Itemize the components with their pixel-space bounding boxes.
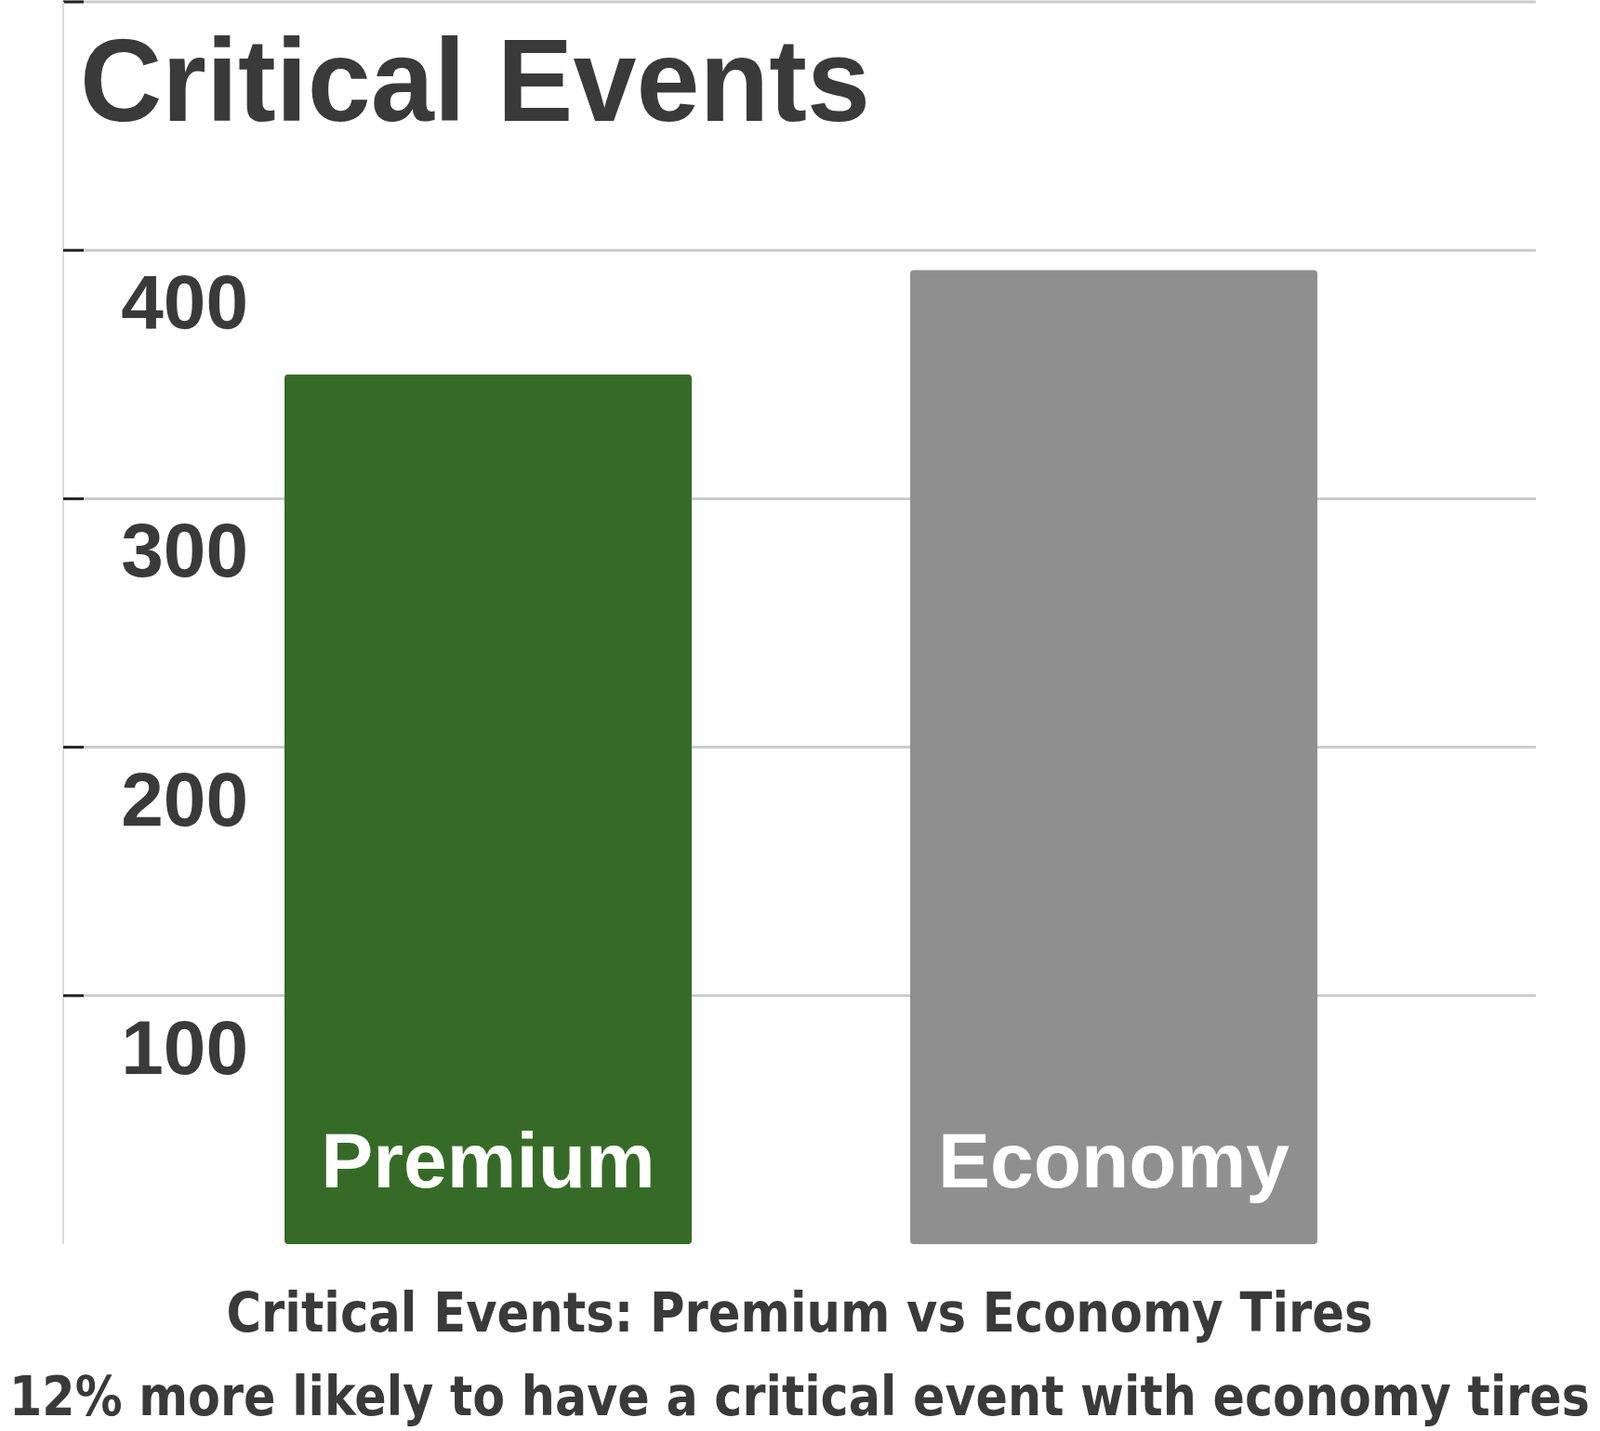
grid-line [83,249,1536,252]
frame-top-tick [63,0,84,4]
bar [910,270,1318,1244]
tick-mark [63,497,84,501]
bars [284,270,1318,1244]
tick-mark [63,993,84,997]
category-label: Premium [320,1116,655,1204]
category-label: Economy [938,1116,1290,1204]
title: Critical Events [79,14,871,146]
y-axis-line [62,1,65,1244]
chart-svg: 100 200 300 400 Premium Economy Critical Event… [0,0,1600,1431]
bar [284,374,692,1244]
annotation: 12% more likely to have a critical event… [9,1364,1590,1429]
tick-label: 100 [120,1004,249,1090]
tick-mark [63,249,84,252]
tick-mark [63,745,84,749]
subtitle: Critical Events: Premium vs Economy Tire… [226,1281,1374,1345]
tick-label: 200 [120,756,249,842]
tick-label: 400 [120,259,249,344]
tick-label: 300 [120,507,249,593]
chart-container: 100 200 300 400 Premium Economy Critical Event… [0,0,1600,1431]
frame-top [63,0,1536,4]
